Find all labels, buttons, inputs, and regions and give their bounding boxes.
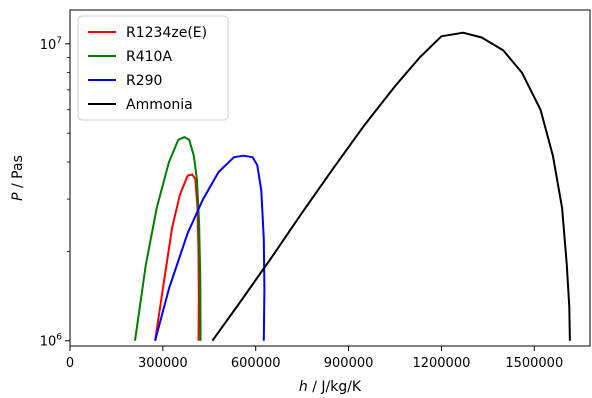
legend-box bbox=[77, 15, 229, 121]
x-tick-label: 0 bbox=[66, 356, 74, 371]
x-tick-label: 300000 bbox=[138, 356, 188, 371]
x-tick-label: 900000 bbox=[324, 356, 374, 371]
legend-label: R410A bbox=[126, 49, 172, 65]
series-line bbox=[154, 173, 200, 341]
x-tick-label: 1500000 bbox=[505, 356, 563, 371]
y-tick-label: 107 bbox=[40, 36, 62, 53]
legend-label: R1234ze(E) bbox=[126, 25, 207, 41]
x-tick-label: 1200000 bbox=[412, 356, 470, 371]
y-tick-label: 106 bbox=[40, 333, 63, 350]
x-axis-label: h / J/kg/K bbox=[299, 379, 362, 395]
axes-frame bbox=[69, 9, 591, 347]
plot-area bbox=[134, 31, 571, 342]
series-line bbox=[134, 136, 202, 341]
axis-ticks: 0 300000 600000 900000 1200000 1500000 106 107 bbox=[40, 36, 564, 371]
legend-label: Ammonia bbox=[126, 97, 193, 113]
series-line bbox=[154, 154, 266, 341]
series-line bbox=[211, 31, 571, 342]
y-axis-label: P / Pas bbox=[10, 155, 26, 201]
x-tick-label: 600000 bbox=[231, 356, 281, 371]
legend-label: R290 bbox=[126, 73, 162, 89]
legend: R1234ze(E) R410A R290 Ammonia bbox=[77, 15, 229, 121]
